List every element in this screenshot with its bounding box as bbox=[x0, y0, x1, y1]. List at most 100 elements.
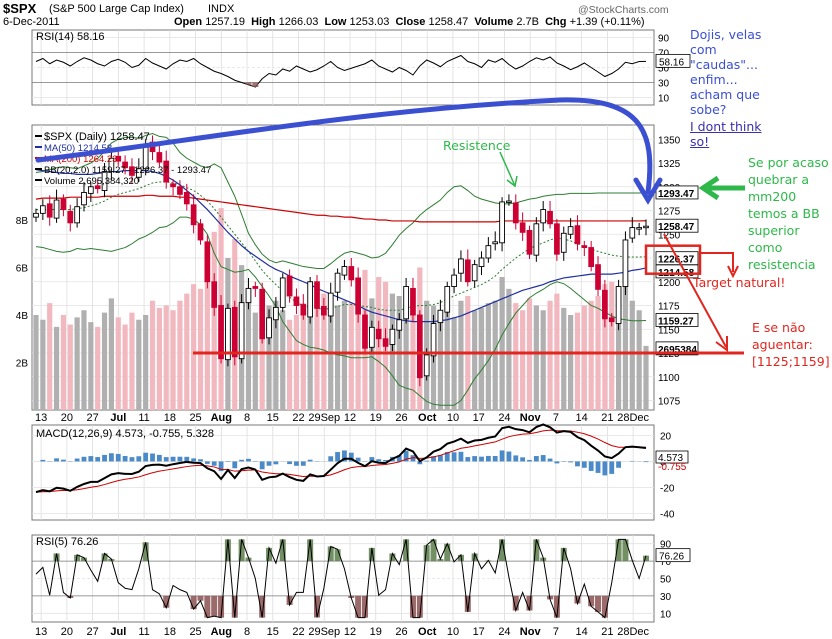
rsi5-overbought-fill bbox=[279, 539, 286, 562]
volume-value: 2.7B bbox=[516, 16, 539, 28]
annotation-line: enfim... bbox=[690, 72, 738, 87]
candle-body bbox=[170, 183, 176, 188]
candle-body bbox=[492, 241, 499, 245]
rsi14-y-tick-label: 50 bbox=[658, 64, 670, 75]
open-label: Open bbox=[174, 16, 203, 28]
volume-bar bbox=[136, 319, 142, 410]
volume-bar bbox=[149, 300, 156, 410]
volume-bar bbox=[122, 324, 128, 410]
macd-hist-bar bbox=[307, 459, 313, 462]
x-tick-label: Jul bbox=[110, 626, 126, 638]
rsi5-overbought-fill bbox=[499, 539, 506, 562]
macd-hist-bar bbox=[451, 452, 457, 462]
candle-body bbox=[560, 232, 567, 253]
volume-bar bbox=[108, 298, 114, 410]
macd-hist-bar bbox=[273, 461, 279, 465]
candle-body bbox=[108, 157, 115, 173]
rsi5-oversold-fill bbox=[218, 595, 225, 618]
macd-hist-bar bbox=[74, 458, 80, 462]
rsi5-oversold-fill bbox=[574, 595, 581, 604]
rsi5-y-tick-label: 90 bbox=[660, 540, 672, 551]
x-tick-label: 20 bbox=[61, 412, 73, 424]
volume-bar bbox=[211, 231, 217, 410]
volume-bar bbox=[47, 303, 53, 410]
rsi5-oversold-fill bbox=[464, 595, 471, 612]
volume-bar bbox=[458, 300, 464, 410]
low-value: 1253.03 bbox=[349, 16, 390, 28]
candle-body bbox=[341, 266, 348, 276]
candle-body bbox=[266, 317, 272, 339]
volume-bar bbox=[266, 305, 272, 410]
rsi5-oversold-fill bbox=[163, 595, 170, 608]
macd-hist-bar bbox=[520, 457, 526, 462]
candle-body bbox=[499, 201, 505, 244]
rsi5-overbought-fill bbox=[389, 553, 396, 562]
candle-body bbox=[101, 171, 108, 192]
x-tick-label: 18 bbox=[164, 626, 176, 638]
high-label: High bbox=[251, 16, 276, 28]
volume-bar bbox=[629, 300, 635, 410]
candle-body bbox=[197, 223, 204, 241]
candle-body bbox=[53, 199, 60, 219]
macd-hist-bar bbox=[246, 458, 251, 462]
annotation-link[interactable]: so! bbox=[690, 134, 710, 149]
quote-date: 6-Dec-2011 bbox=[3, 16, 60, 28]
macd-hist-bar bbox=[595, 461, 601, 473]
rsi5-oversold-fill bbox=[259, 595, 266, 618]
macd-hist-bar bbox=[225, 461, 231, 462]
bb-mid-line bbox=[36, 181, 647, 311]
volume-bar bbox=[403, 286, 409, 410]
rsi5-oversold-fill bbox=[512, 595, 519, 611]
rsi14-value-label: 58.16 bbox=[659, 57, 684, 68]
macd-hist-bar bbox=[444, 452, 450, 462]
macd-hist-bar bbox=[540, 455, 546, 462]
macd-hist-bar bbox=[102, 454, 107, 462]
x-tick-label: 22 bbox=[292, 626, 304, 638]
target-connector bbox=[700, 252, 734, 272]
volume-bar bbox=[520, 310, 526, 410]
rsi5-overbought-fill bbox=[80, 557, 87, 562]
annotation-line: "caudas"... bbox=[690, 57, 758, 72]
rsi5-oversold-fill bbox=[231, 595, 238, 618]
macd-hist-bar bbox=[527, 459, 532, 462]
candle-body bbox=[314, 281, 320, 309]
rsi5-y-tick-label: 30 bbox=[660, 592, 672, 603]
rsi14-value-badge bbox=[655, 53, 691, 68]
macd-y-tick-label: -40 bbox=[660, 509, 675, 520]
macd-signal-line bbox=[35, 429, 647, 493]
rsi5-overbought-fill bbox=[533, 539, 540, 562]
annotation-line: acham que bbox=[690, 87, 760, 102]
candle-body bbox=[519, 222, 526, 233]
volume-label: Volume bbox=[474, 16, 514, 28]
volume-bar bbox=[574, 312, 581, 410]
volume-bar bbox=[163, 305, 169, 410]
candle-body bbox=[355, 277, 361, 315]
rsi5-overbought-fill bbox=[560, 547, 567, 562]
x-tick-label: Aug bbox=[211, 626, 232, 638]
macd-hist-bar bbox=[458, 451, 464, 462]
annotation-link[interactable]: I dont think bbox=[690, 119, 762, 134]
target-box bbox=[644, 244, 702, 275]
annotation-bb-note: Se por acaso quebrar a mm200 temos a BB … bbox=[748, 154, 829, 273]
x-tick-label: 21 bbox=[601, 626, 613, 638]
rsi5-oversold-fill bbox=[595, 595, 602, 612]
candle-body bbox=[464, 259, 471, 283]
macd-hist-bar bbox=[348, 452, 354, 462]
x-tick-label: 17 bbox=[473, 412, 485, 424]
rsi5-oversold-fill bbox=[361, 595, 368, 618]
rsi5-overbought-fill bbox=[307, 539, 314, 562]
volume-badge: 2695384 bbox=[658, 345, 697, 356]
volume-bar bbox=[74, 317, 80, 410]
volume-bar bbox=[609, 281, 615, 410]
macd-hist-bar bbox=[465, 457, 471, 462]
rsi5-overbought-fill bbox=[101, 553, 108, 562]
volume-bar bbox=[492, 300, 498, 410]
volume-bar bbox=[328, 307, 334, 410]
volume-bar bbox=[40, 319, 46, 410]
macd-hist-bar bbox=[328, 456, 334, 462]
macd-hist-bar bbox=[211, 461, 217, 466]
macd-y-tick-label: -20 bbox=[660, 483, 675, 494]
volume-bar bbox=[191, 284, 197, 410]
volume-bar bbox=[533, 305, 539, 410]
volume-bar bbox=[115, 317, 121, 410]
